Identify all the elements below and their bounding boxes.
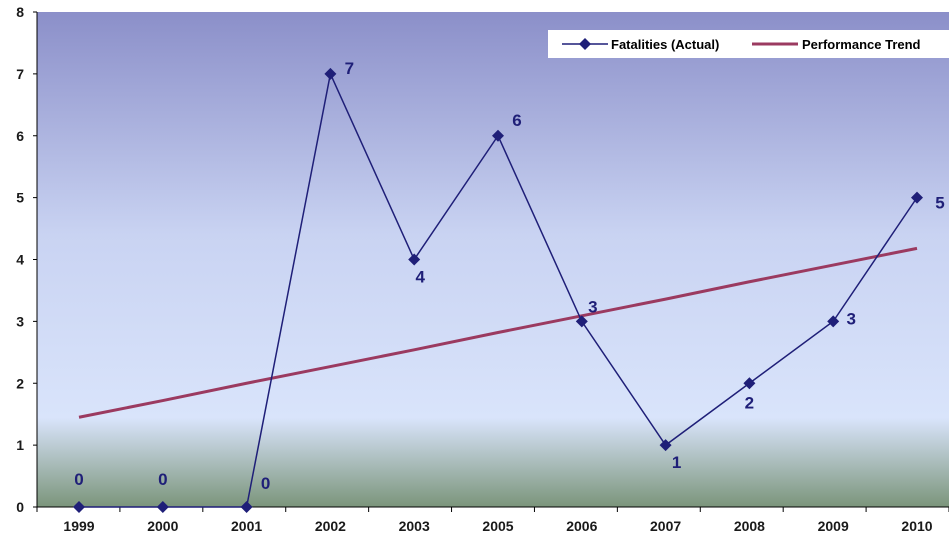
data-label: 6 bbox=[512, 111, 521, 130]
y-tick-label: 1 bbox=[16, 437, 24, 453]
data-point-marker bbox=[408, 253, 421, 266]
data-label: 0 bbox=[74, 470, 83, 489]
data-labels: 0 0 0 7 4 6 3 1 2 3 5 bbox=[74, 59, 944, 493]
x-tick-label: 2007 bbox=[650, 518, 681, 534]
y-tick-label: 8 bbox=[16, 4, 24, 20]
y-tick-label: 5 bbox=[16, 190, 24, 206]
data-point-marker bbox=[156, 501, 169, 513]
data-point-marker bbox=[575, 315, 588, 328]
x-tick-label: 2008 bbox=[734, 518, 765, 534]
data-label: 3 bbox=[588, 297, 597, 316]
data-label: 0 bbox=[158, 470, 167, 489]
x-tick-label: 2005 bbox=[482, 518, 513, 534]
y-tick-label: 7 bbox=[16, 66, 24, 82]
x-tick-label: 2002 bbox=[315, 518, 346, 534]
x-tick-label: 1999 bbox=[63, 518, 94, 534]
y-tick-label: 4 bbox=[16, 252, 24, 268]
data-label: 3 bbox=[846, 309, 855, 328]
data-point-marker bbox=[324, 67, 337, 80]
x-tick-label: 2006 bbox=[566, 518, 597, 534]
legend-marker-fatalities bbox=[579, 38, 591, 50]
legend-label-trend: Performance Trend bbox=[802, 37, 921, 52]
data-point-marker bbox=[827, 315, 840, 328]
data-point-marker bbox=[492, 129, 504, 142]
data-label: 5 bbox=[935, 194, 944, 213]
x-tick-label: 2000 bbox=[147, 518, 178, 534]
data-label: 2 bbox=[745, 393, 754, 412]
data-label: 0 bbox=[261, 474, 270, 493]
data-point-marker bbox=[240, 501, 253, 513]
y-tick-label: 6 bbox=[16, 128, 24, 144]
y-tick-label: 0 bbox=[16, 499, 24, 515]
data-label: 1 bbox=[672, 453, 681, 472]
x-tick-label: 2009 bbox=[818, 518, 849, 534]
legend-box bbox=[548, 30, 949, 58]
series-layer bbox=[73, 67, 923, 513]
data-point-marker bbox=[73, 501, 85, 513]
plot-area bbox=[37, 12, 949, 507]
data-point-marker bbox=[911, 191, 923, 204]
legend-label-fatalities: Fatalities (Actual) bbox=[611, 37, 719, 52]
series-line-performance-trend bbox=[78, 246, 918, 419]
data-point-marker bbox=[743, 377, 756, 390]
data-label: 7 bbox=[345, 59, 354, 78]
legend: Fatalities (Actual) Performance Trend bbox=[548, 30, 949, 58]
y-tick-label: 2 bbox=[16, 375, 24, 391]
x-tick-label: 2003 bbox=[399, 518, 430, 534]
y-tick-label: 3 bbox=[16, 313, 24, 329]
data-point-marker bbox=[659, 439, 672, 452]
x-tick-label: 2010 bbox=[901, 518, 932, 534]
x-tick-label: 2001 bbox=[231, 518, 262, 534]
data-label: 4 bbox=[415, 268, 425, 287]
